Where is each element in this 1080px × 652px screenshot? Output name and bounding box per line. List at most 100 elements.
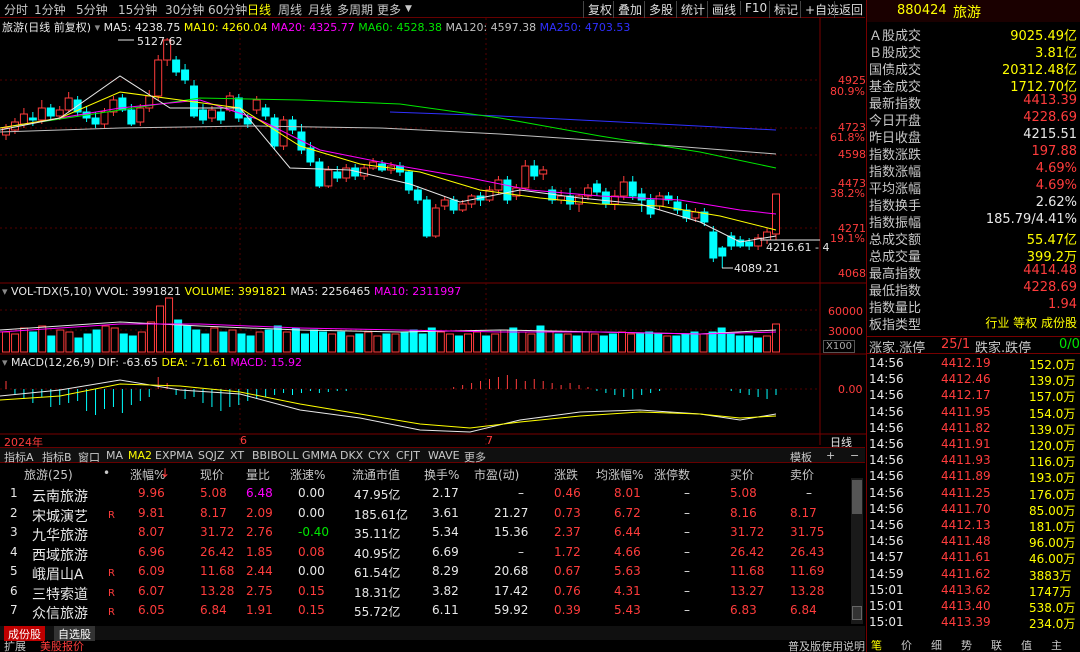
period-tab-15min[interactable]: 15分钟 — [118, 3, 158, 17]
volume-bar — [210, 327, 219, 353]
low-marker-label: 4089.21 — [734, 262, 780, 275]
tab-dkx[interactable]: DKX — [340, 449, 364, 462]
statistics-button[interactable]: 统计 — [676, 1, 705, 18]
status-expand[interactable]: 扩展 — [4, 641, 26, 652]
turnover: 8.29 — [432, 564, 459, 578]
period-tab-fenshi[interactable]: 分时 — [4, 3, 29, 17]
tab-sqjz[interactable]: SQJZ — [198, 449, 225, 462]
volume-bar — [38, 325, 47, 353]
column-header-diff[interactable]: 涨跌 — [554, 468, 579, 482]
scrollbar-thumb[interactable] — [852, 480, 862, 514]
tab-constituents[interactable]: 成份股 — [4, 626, 45, 642]
period-tab-5min[interactable]: 5分钟 — [76, 3, 108, 17]
column-header-speed[interactable]: 涨速% — [290, 468, 326, 482]
volume-bar — [681, 333, 690, 353]
period-tab-1min[interactable]: 1分钟 — [34, 3, 66, 17]
column-header-pe[interactable]: 市盈(动) — [474, 468, 520, 482]
panel-tab[interactable]: 联 — [991, 640, 1002, 652]
restore-right-button[interactable]: 复权 — [583, 1, 612, 18]
multi-stock-button[interactable]: 多股 — [644, 1, 673, 18]
chevron-icon[interactable]: ▾ — [2, 356, 8, 369]
tab-xt[interactable]: XT — [230, 449, 245, 462]
column-header-ask[interactable]: 卖价 — [790, 468, 815, 482]
period-tab-monthly[interactable]: 月线 — [308, 3, 333, 17]
index-header: 880424 旅游 — [867, 0, 1080, 22]
tab-expma[interactable]: EXPMA — [155, 449, 194, 462]
sort-down-icon[interactable]: ↓ — [160, 466, 171, 480]
tab-cfjt[interactable]: CFJT — [396, 449, 420, 462]
panel-tab[interactable]: 势 — [961, 640, 972, 652]
scroll-down-icon[interactable] — [852, 606, 862, 620]
quote-stat-value: 4215.51 — [1023, 127, 1077, 142]
tab-more[interactable]: 更多 — [464, 451, 486, 464]
volume-bar — [228, 329, 237, 353]
column-header-limit-count[interactable]: 涨停数 — [654, 468, 691, 482]
column-header-turnover[interactable]: 换手% — [424, 468, 460, 482]
index-name: 旅游 — [953, 5, 981, 21]
volume-bar — [319, 331, 328, 353]
column-header-market-value[interactable]: 流通市值 — [352, 468, 401, 482]
draw-line-button[interactable]: 画线 — [707, 1, 736, 18]
tab-watchlist[interactable]: 自选股 — [54, 626, 95, 642]
quote-stat-row: 最新指数 4413.39 — [867, 93, 1080, 112]
tab-wave[interactable]: WAVE — [428, 449, 460, 462]
add-watchlist-button[interactable]: +自选 — [800, 1, 839, 18]
panel-tab[interactable]: 价 — [901, 640, 912, 652]
tab-bbiboll[interactable]: BBIBOLL — [252, 449, 299, 462]
indicator-tab-bar: 指标A 指标B 窗口 MA MA2 EXPMA SQJZ XT BBIBOLL … — [0, 447, 865, 464]
tick-row: 14:56 4411.89 193.0万 — [867, 469, 1080, 485]
overlay-button[interactable]: 叠加 — [613, 1, 642, 18]
quote-panel: 880424 旅游 Ａ股成交 9025.49亿 Ｂ股成交 3.81亿 国债成交 20312… — [866, 0, 1080, 652]
tab-window[interactable]: 窗口 — [78, 451, 100, 464]
quote-stat-row: 指数振幅 185.79/4.41% — [867, 212, 1080, 231]
volume-bar — [310, 329, 318, 353]
mark-button[interactable]: 标记 — [769, 1, 798, 18]
column-header-name[interactable]: 旅游(25) — [24, 468, 73, 482]
column-header-avg-change[interactable]: 均涨幅% — [596, 468, 644, 482]
diff: 0.73 — [554, 505, 581, 520]
status-help[interactable]: 普及版使用说明 — [788, 641, 865, 652]
tab-indicator-a[interactable]: 指标A — [4, 451, 34, 464]
period-tab-60min[interactable]: 60分钟 — [208, 3, 248, 17]
tab-ma2[interactable]: MA2 — [128, 449, 153, 462]
panel-tab[interactable]: 主 — [1051, 640, 1062, 652]
period-tab-weekly[interactable]: 周线 — [278, 3, 303, 17]
quote-stat-value: 1.94 — [1048, 297, 1077, 312]
template-button[interactable]: 模板 — [790, 451, 812, 464]
change-pct: 6.07 — [138, 583, 165, 598]
period-tab-30min[interactable]: 30分钟 — [165, 3, 205, 17]
remove-button[interactable]: − — [850, 449, 860, 462]
add-button[interactable]: + — [826, 449, 836, 462]
column-header-volume-ratio[interactable]: 量比 — [246, 468, 271, 482]
period-tab-multi[interactable]: 多周期 — [337, 3, 374, 17]
tab-cyx[interactable]: CYX — [368, 449, 390, 462]
tab-gmma[interactable]: GMMA — [302, 449, 338, 462]
quote-stat-label: 指数涨跌 — [869, 148, 922, 163]
panel-tab[interactable]: 细 — [931, 640, 942, 652]
chevron-icon[interactable]: ▾ — [94, 21, 101, 34]
panel-tab[interactable]: 笔 — [871, 640, 882, 652]
tab-indicator-b[interactable]: 指标B — [42, 451, 72, 464]
back-button[interactable]: 返回 — [834, 1, 863, 18]
chevron-down-icon[interactable]: ▼ — [405, 4, 412, 14]
period-tab-more[interactable]: 更多 — [377, 3, 402, 17]
column-header-bid[interactable]: 买价 — [730, 468, 755, 482]
period-tab-daily[interactable]: 日线 — [247, 3, 272, 17]
column-header-change[interactable]: 涨幅% — [130, 468, 166, 482]
column-header-dot[interactable]: • — [103, 466, 111, 480]
chevron-icon[interactable]: ▾ — [2, 285, 8, 298]
tick-row: 14:56 4412.46 139.0万 — [867, 372, 1080, 388]
price-axis-label: 4598 — [838, 148, 866, 161]
price: 31.72 — [200, 525, 235, 539]
volume-bar — [554, 333, 563, 353]
panel-tab[interactable]: 值 — [1021, 640, 1032, 652]
limit-count: – — [684, 564, 690, 578]
kline-chart-area[interactable] — [0, 0, 866, 447]
status-us-quote[interactable]: 美股报价 — [40, 641, 84, 652]
tab-ma[interactable]: MA — [106, 449, 124, 462]
column-header-price[interactable]: 现价 — [200, 468, 225, 482]
f10-button[interactable]: F10 — [740, 1, 767, 15]
table-scrollbar[interactable] — [851, 478, 863, 624]
candle-body — [91, 117, 100, 125]
quote-stat-label: 基金成交 — [869, 80, 922, 95]
